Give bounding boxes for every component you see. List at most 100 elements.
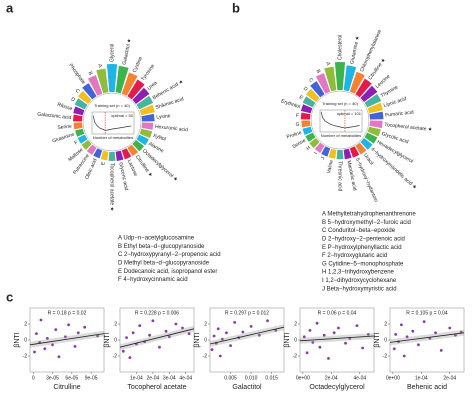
y-axis-label: βNTI	[284, 332, 291, 347]
radial-bar	[115, 150, 124, 161]
inset-frame	[319, 109, 363, 133]
legend-entry: A Methyltetrahydrophenanthrenone	[322, 212, 416, 218]
point	[233, 321, 237, 324]
category-label: Glycerol	[109, 44, 115, 62]
point	[422, 320, 426, 323]
point	[216, 327, 220, 331]
category-label: Uracil	[362, 152, 374, 166]
category-label: Glyceric acid	[117, 162, 129, 191]
y-tick-label: 0	[24, 337, 27, 343]
category-label: E	[298, 94, 304, 101]
point	[121, 349, 125, 353]
y-tick-label: 2	[114, 321, 117, 327]
panel-label: c	[6, 289, 13, 304]
inset-line	[92, 115, 132, 131]
point	[45, 337, 49, 340]
legend-entry: C 2−hydroxypyranyl−2−propenoic acid	[118, 252, 221, 258]
category-label: Phosphate	[67, 63, 86, 86]
point	[218, 354, 222, 358]
radial-bar	[106, 63, 118, 93]
radial-bar	[369, 111, 384, 120]
point	[411, 329, 415, 333]
plot-panel	[119, 307, 195, 373]
radial-bar	[139, 128, 153, 139]
legend-entry: B 5−hydroxymethyl−2−furoic acid	[322, 220, 411, 226]
radial-bar	[360, 85, 378, 102]
point	[332, 331, 336, 335]
point	[148, 333, 152, 337]
x-axis-label: Galactitol	[232, 384, 262, 391]
point	[241, 330, 245, 334]
radial-bar	[302, 96, 316, 108]
x-axis-label: Tocopherol acetate	[127, 384, 186, 391]
radial-bar	[96, 68, 109, 94]
x-tick-label: 3e-05	[46, 375, 59, 381]
inset-annotation: optimal = 50	[111, 113, 134, 118]
category-label: F	[296, 113, 300, 119]
legend-entry: G Cytidine−5−monophosphate	[322, 261, 404, 267]
category-label: Serine	[291, 138, 307, 151]
radial-bar	[369, 120, 383, 129]
category-label: Erythritol	[280, 98, 301, 110]
point	[35, 332, 38, 335]
radial-bar	[73, 114, 83, 122]
x-tick-label: 2e-04	[146, 375, 159, 381]
radial-bar	[136, 95, 154, 110]
inset-title: Training set (n = 40)	[94, 103, 130, 108]
x-tick-label: 3e-04	[163, 375, 176, 381]
radial-bar	[121, 148, 132, 160]
point	[33, 350, 36, 354]
x-tick-label: 4e-04	[179, 375, 192, 381]
radial-bar	[328, 148, 337, 159]
radial-bar	[141, 122, 154, 130]
radial-bar	[127, 144, 139, 157]
y-tick-label: -2	[293, 353, 298, 359]
trend-line	[299, 335, 375, 342]
category-label: H	[305, 145, 312, 152]
panel-label: a	[6, 0, 14, 15]
radial-bar	[127, 79, 145, 100]
y-tick-label: 0	[114, 337, 117, 343]
legend-entry: H 1,2,3−trihydroxybenzene	[322, 270, 395, 276]
panel-label: b	[232, 0, 240, 15]
y-tick-label: 2	[204, 321, 207, 327]
radial-bar	[305, 88, 320, 102]
radial-bar	[321, 146, 331, 157]
annotation: R = 0.228 p = 0.006	[135, 310, 179, 316]
x-tick-label: 0.010	[245, 375, 258, 381]
y-tick-label: -2	[23, 353, 28, 359]
point	[454, 333, 457, 337]
category-label: Threonic acid	[337, 161, 343, 191]
category-label: Glutamine ★	[349, 35, 361, 65]
radial-bar	[82, 83, 97, 100]
category-label: Leucine	[374, 73, 391, 89]
radial-bar	[315, 73, 331, 94]
point	[399, 323, 403, 327]
category-label: Fumaric acid	[385, 110, 414, 119]
point	[439, 349, 443, 352]
y-tick-label: 0	[384, 337, 387, 343]
radial-bar	[355, 142, 367, 155]
point	[151, 319, 155, 323]
point	[394, 333, 398, 336]
y-tick-label: 0	[294, 337, 297, 343]
plot-panel	[29, 307, 105, 373]
x-tick-label: 6e-05	[65, 375, 78, 381]
point	[302, 335, 306, 339]
x-axis-label: Citrulline	[53, 384, 80, 391]
radial-bar	[302, 126, 313, 136]
radial-bar	[73, 106, 85, 116]
radial-bar	[77, 134, 88, 144]
category-label: Hexuronic acid	[155, 124, 189, 133]
point	[96, 334, 99, 338]
x-tick-label: 1e-04	[415, 375, 428, 381]
category-label: Cystine	[132, 56, 144, 74]
trend-line	[29, 333, 105, 346]
x-tick-label: 0e+00	[386, 375, 400, 381]
radial-bar	[87, 75, 103, 96]
point	[344, 341, 347, 345]
trend-line	[209, 326, 285, 345]
legend-entry: E Dodecanoic acid, isopropanol ester	[118, 269, 217, 275]
point	[54, 328, 58, 331]
